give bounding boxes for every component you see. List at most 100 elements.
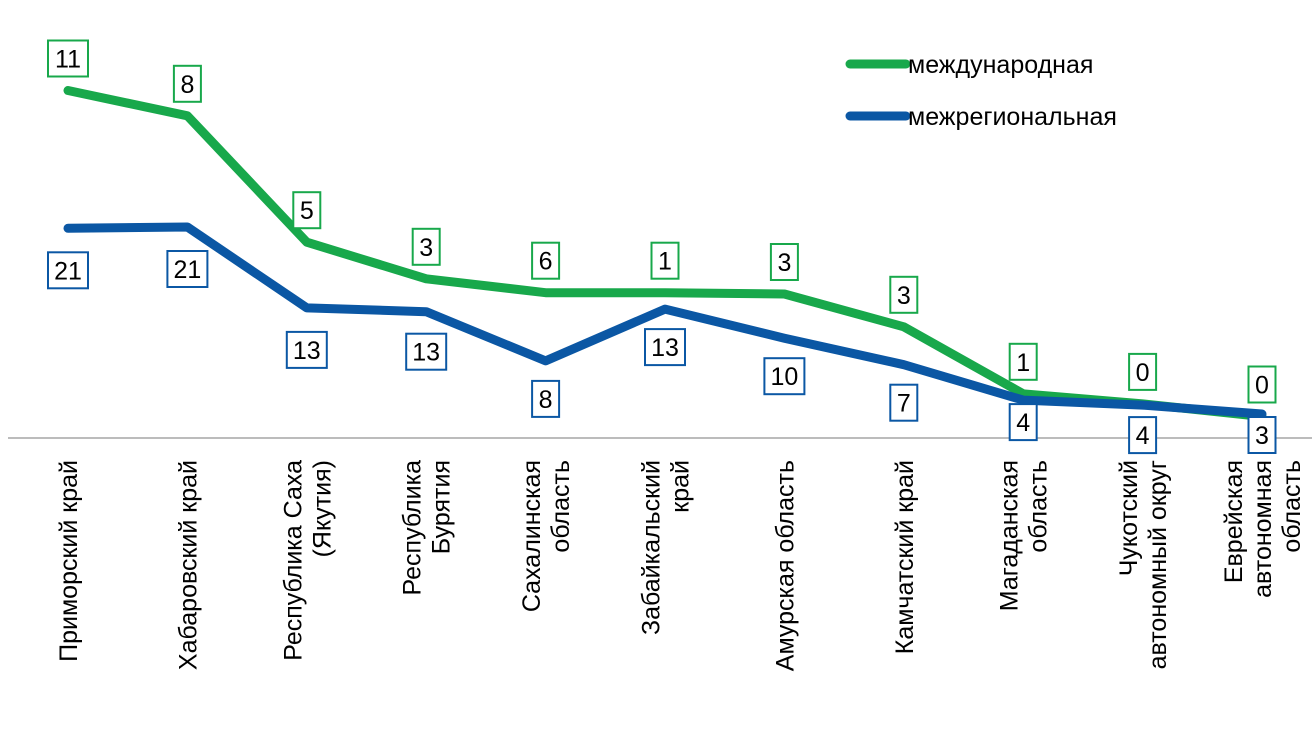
category-label-9: Чукотский автономный округ <box>1115 460 1172 669</box>
data-label-value: 8 <box>539 386 553 414</box>
data-label-value: 3 <box>777 249 791 277</box>
data-label-box <box>769 243 799 281</box>
category-label-line: Амурская область <box>771 460 799 671</box>
data-label-international-5: 1 <box>650 241 680 280</box>
series-line-international <box>63 86 1267 421</box>
category-label-line: Сахалинская <box>518 460 546 612</box>
data-label-interregional-1: 21 <box>166 250 209 288</box>
data-label-value: 1 <box>658 248 672 276</box>
data-label-value: 4 <box>1136 422 1150 450</box>
data-label-box <box>531 241 561 280</box>
data-label-box <box>650 241 680 280</box>
category-label-line: Хабаровский край <box>174 460 202 670</box>
legend-item-interregional: межрегиональная <box>845 103 1117 131</box>
data-label-value: 11 <box>55 46 81 74</box>
data-label-box <box>1128 352 1158 391</box>
data-label-value: 13 <box>412 339 440 367</box>
data-label-value: 0 <box>1255 372 1269 400</box>
legend-label-international: международная <box>908 51 1093 79</box>
data-label-international-0: 11 <box>47 39 89 78</box>
category-label-line: (Якутия) <box>308 460 336 557</box>
data-label-interregional-5: 13 <box>644 328 686 367</box>
category-label-2: Республика Саха (Якутия) <box>279 460 336 661</box>
data-label-box <box>889 275 919 314</box>
data-label-value: 21 <box>173 256 201 284</box>
data-label-value: 8 <box>180 71 194 99</box>
data-label-value: 13 <box>651 334 679 362</box>
category-label-line: Еврейская <box>1220 460 1248 583</box>
category-label-line: автономная <box>1249 460 1277 598</box>
data-label-value: 4 <box>1016 409 1030 437</box>
data-label-international-3: 3 <box>411 227 441 266</box>
data-label-value: 6 <box>539 248 553 276</box>
data-label-interregional-2: 13 <box>285 330 328 369</box>
category-label-line: область <box>547 460 575 553</box>
data-label-box <box>763 357 806 396</box>
data-label-interregional-10: 3 <box>1247 416 1277 454</box>
data-label-box <box>47 251 89 290</box>
category-label-line: Республика <box>399 460 427 596</box>
data-label-box <box>644 328 686 367</box>
data-label-value: 0 <box>1136 359 1150 387</box>
data-label-box <box>411 227 441 266</box>
category-label-line: край <box>667 460 695 513</box>
data-label-value: 3 <box>897 282 911 310</box>
data-label-international-10: 0 <box>1247 365 1277 404</box>
data-label-box <box>1008 342 1038 381</box>
data-label-interregional-9: 4 <box>1128 416 1158 455</box>
data-label-box <box>531 379 561 418</box>
data-label-box <box>285 330 328 369</box>
category-label-line: Камчатский край <box>891 460 919 654</box>
data-label-value: 3 <box>1255 422 1269 450</box>
data-label-box <box>889 383 919 422</box>
data-label-international-9: 0 <box>1128 352 1158 391</box>
data-label-interregional-7: 7 <box>889 383 919 422</box>
category-label-5: Забайкальский край <box>638 460 695 635</box>
data-label-value: 21 <box>54 257 82 285</box>
category-label-4: Сахалинская область <box>518 460 575 612</box>
data-label-value: 7 <box>897 390 911 418</box>
series-line-interregional <box>63 222 1267 419</box>
data-label-box <box>1128 416 1158 455</box>
category-label-1: Хабаровский край <box>174 460 202 670</box>
category-label-0: Приморский край <box>55 460 83 662</box>
data-label-international-7: 3 <box>889 275 919 314</box>
data-label-interregional-3: 13 <box>405 332 448 371</box>
data-label-international-4: 6 <box>531 241 561 280</box>
category-label-line: автономный округ <box>1144 460 1172 669</box>
data-label-value: 10 <box>770 363 798 391</box>
data-label-value: 1 <box>1016 349 1030 377</box>
category-label-3: Республика Бурятия <box>399 460 456 596</box>
category-label-line: Магаданская <box>996 460 1024 611</box>
category-label-10: Еврейская автономная область <box>1220 460 1306 598</box>
data-label-interregional-0: 21 <box>47 251 89 290</box>
data-label-box <box>1247 365 1277 404</box>
data-label-box <box>172 64 202 103</box>
data-label-interregional-8: 4 <box>1008 403 1038 442</box>
data-label-value: 3 <box>419 234 433 262</box>
data-label-box <box>166 250 209 288</box>
data-label-value: 13 <box>293 337 321 365</box>
data-label-box <box>1008 403 1038 442</box>
data-label-value: 5 <box>300 197 314 225</box>
category-label-line: Бурятия <box>428 460 456 554</box>
series-layer <box>63 86 1267 421</box>
data-label-box <box>405 332 448 371</box>
category-label-line: область <box>1025 460 1053 553</box>
category-label-7: Камчатский край <box>891 460 919 654</box>
data-label-box <box>1247 416 1277 454</box>
legend-label-interregional: межрегиональная <box>908 103 1117 131</box>
data-label-interregional-4: 8 <box>531 379 561 418</box>
category-label-6: Амурская область <box>771 460 799 671</box>
data-label-international-1: 8 <box>172 64 202 103</box>
data-label-international-6: 3 <box>769 243 799 281</box>
legend: международная межрегиональная <box>845 51 1117 131</box>
data-label-interregional-6: 10 <box>763 357 806 396</box>
data-label-international-8: 1 <box>1008 342 1038 381</box>
category-label-8: Магаданская область <box>996 460 1053 611</box>
data-label-international-2: 5 <box>292 191 322 230</box>
legend-item-international: международная <box>845 51 1093 79</box>
data-label-box <box>47 39 89 78</box>
